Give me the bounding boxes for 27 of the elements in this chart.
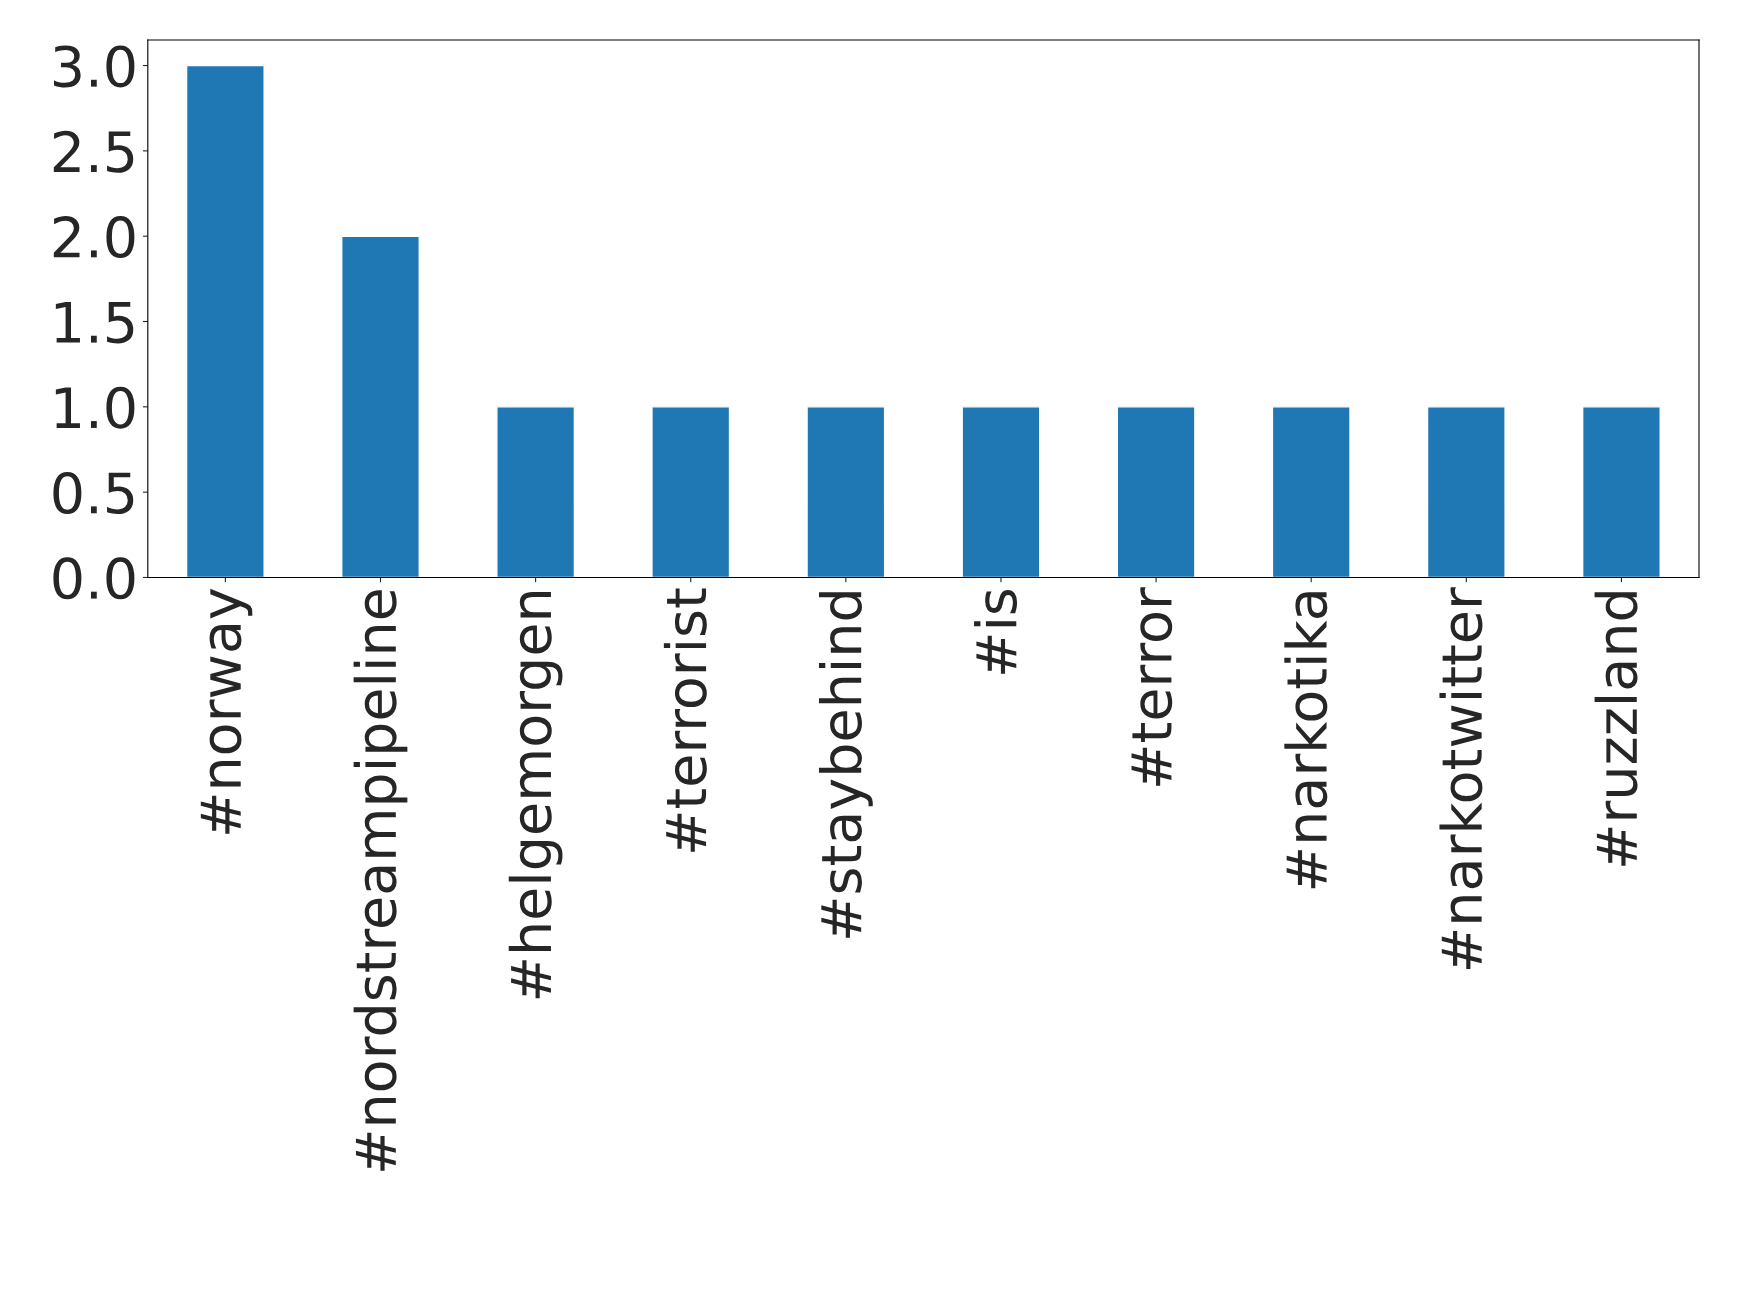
x-tick-label: #narkotika xyxy=(1284,592,1328,889)
y-tick-label: 1.0 xyxy=(55,386,135,429)
bar xyxy=(1271,406,1351,578)
x-tick-label: #norway xyxy=(200,588,253,834)
x-tick-label: #terrorist xyxy=(663,588,707,852)
x-tick-label: #staybehind xyxy=(818,592,873,938)
bar xyxy=(651,406,731,578)
bar xyxy=(806,406,886,578)
bar xyxy=(496,406,576,578)
x-tick-label: #is xyxy=(974,589,1018,674)
bar xyxy=(341,235,420,578)
y-tick-label: 1.5 xyxy=(55,302,134,344)
bar xyxy=(1581,406,1661,578)
y-tick-label: 3.0 xyxy=(53,45,135,88)
x-tick-label: #terror xyxy=(1131,587,1173,786)
bar xyxy=(185,64,265,578)
y-tick-label: 0.5 xyxy=(53,472,134,515)
x-tick-label: #nordstreampipeline xyxy=(353,590,408,1171)
x-tick-label: #helgemorgen xyxy=(508,591,563,999)
bar xyxy=(961,406,1041,578)
bar xyxy=(1426,406,1506,578)
bar xyxy=(1116,406,1196,578)
y-tick-label: 0.0 xyxy=(53,557,135,600)
x-tick-label: #ruzzland xyxy=(1594,592,1638,866)
y-tick-label: 2.0 xyxy=(53,216,135,259)
y-tick-label: 2.5 xyxy=(53,130,134,173)
x-tick-label: #narkotwitter xyxy=(1439,587,1483,969)
